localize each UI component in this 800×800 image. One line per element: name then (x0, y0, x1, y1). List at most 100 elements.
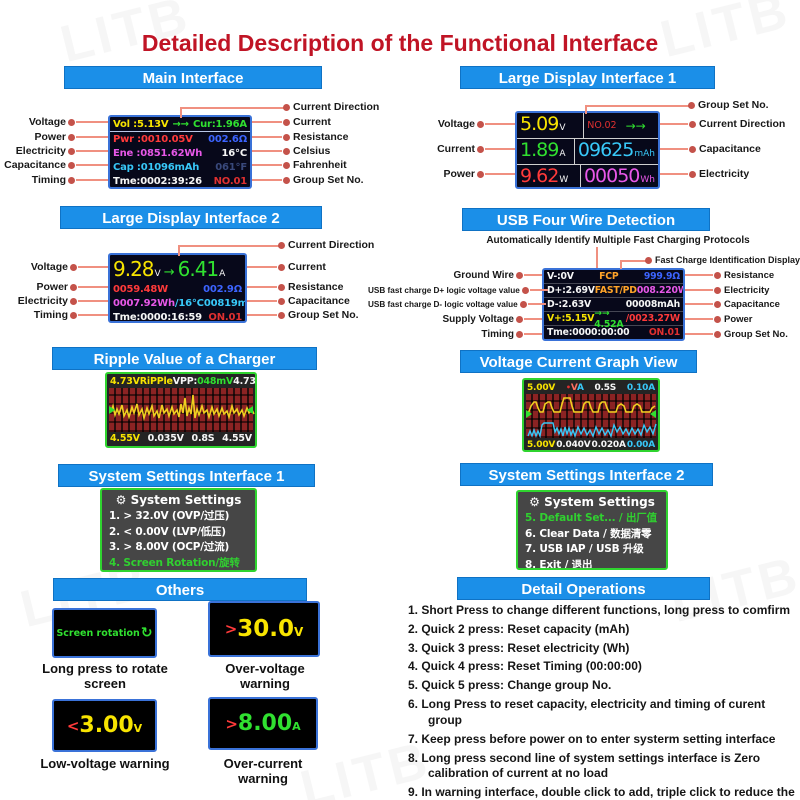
voltage-value: Vol :5.13V (113, 118, 169, 130)
callout-capacitance: Capacitance (247, 294, 398, 308)
electricity-value: 008.220Wh (636, 285, 683, 296)
large-display-2-screen: 9.28 V → 6.41 A 0059.48W 002.9Ω 0007.92Wh/… (108, 253, 247, 323)
callout-power: Power (685, 312, 800, 326)
ripple-screen: 4.73V RiPPle VPP:048mV 4.73V 4.55V 0.035… (105, 372, 257, 448)
vpp-value: 048mV (197, 376, 234, 387)
low-voltage-screen: < 3.00 V (52, 699, 157, 752)
fast-charge-mode: FAST/PD (594, 285, 637, 296)
voltage-scale: 5.00V (527, 382, 556, 393)
timing-value: Tme:0000:00:00 (547, 327, 630, 338)
rotate-icon: ↻ (140, 625, 153, 641)
callout-voltage: Voltage (0, 115, 108, 129)
section-header-others: Others (53, 578, 307, 601)
group-number: ON.01 (648, 327, 680, 338)
operation-item: 6. Long Press to reset capacity, electri… (408, 697, 766, 727)
screen-row: D-:2.63V 00008mAh (544, 298, 683, 312)
section-header-usb-detection: USB Four Wire Detection (462, 208, 710, 231)
fahrenheit-value: 061°F (215, 161, 247, 173)
settings-item-selected: 4. Screen Rotation/旋转 (109, 556, 240, 569)
supply-voltage: V+:5.15V (547, 313, 595, 324)
ripple-waveform (110, 394, 255, 422)
ground-wire-value: V-:0V (547, 271, 574, 282)
vpp-label: VPP: (172, 376, 198, 387)
settings-item-selected: 5. Default Set... / 出厂值 (525, 512, 657, 524)
timing-value: Tme:0002:39:26 (113, 175, 202, 187)
callout-current: Current (252, 115, 398, 129)
screen-row: 0007.92Wh/16°C 00819mAh (110, 296, 245, 310)
section-header-large-display-2: Large Display Interface 2 (60, 206, 322, 229)
power-value: Pwr :0010.05V (113, 133, 193, 145)
low-voltage-sign: < (66, 716, 80, 735)
screen-row: Tme:0002:39:26 NO.01 (110, 174, 250, 187)
callout-capacitance: Capacitance (660, 142, 800, 156)
dminus-voltage: D-:2.63V (547, 299, 591, 310)
usb-detection-screen: V-:0V FCP 999.9Ω D+:2.69V FAST/PD 008.22… (542, 268, 685, 341)
electricity-value: Ene :0851.62Wh (113, 147, 203, 159)
callout-dplus: USB fast charge D+ logic voltage value (368, 283, 548, 297)
low-voltage-unit: V (133, 722, 143, 735)
over-current-screen: > 8.00 A (208, 697, 318, 750)
callout-capacitance: Capacitance (0, 158, 108, 172)
screen-row: 1.89 A 09625 mAh (517, 139, 658, 165)
timebase: 0.8S (191, 433, 215, 444)
operation-item: 2. Quick 2 press: Reset capacity (mAh) (408, 621, 630, 636)
screen-rotation-screen: Screen rotation ↻ (52, 608, 157, 658)
callout-elbow-line (180, 107, 286, 118)
callout-group-set-no: Group Set No. (685, 327, 800, 341)
operations-list: 1. Short Press to change different funct… (408, 603, 798, 800)
resistance-value: 002.9Ω (203, 283, 242, 295)
callout-dot (68, 118, 75, 126)
section-header-main-interface: Main Interface (64, 66, 322, 89)
resistance-value: 999.9Ω (643, 271, 680, 282)
operation-item: 8. Long press second line of system sett… (408, 750, 761, 781)
fast-charge-protocol: FCP (599, 271, 619, 282)
voltage-value: 5.09 (520, 113, 559, 135)
callout-electricity: Electricity (660, 167, 800, 181)
left-marker-icon (109, 406, 115, 414)
timing-value: Tme:0000:16:59 (113, 311, 202, 323)
v-legend: V (570, 382, 577, 393)
callout-current-direction: Current Direction (282, 100, 379, 114)
rotation-text: Screen rotation (56, 627, 140, 639)
group-number: NO.02 (587, 120, 617, 131)
over-voltage-unit: V (294, 625, 304, 639)
screen-row: 4.55V 0.035V 0.8S 4.55V (109, 432, 253, 445)
screen-row: 9.62 W 00050 Wh (517, 165, 658, 187)
settings-item: 6. Clear Data / 数据清零 (525, 527, 652, 540)
power-value: 9.62 (520, 165, 559, 187)
over-current-caption: Over-current warning (223, 756, 303, 786)
usb-subtitle: Automatically Identify Multiple Fast Cha… (486, 235, 750, 246)
low-voltage-value: 3.00 (79, 713, 134, 738)
callout-line (76, 121, 108, 123)
capacity-value: 00819mAh (203, 297, 247, 309)
ripple-waveform-area (109, 388, 255, 432)
settings-item: 3. > 8.00V (OCP/过流) (109, 541, 230, 553)
current-div: 0.020A (591, 439, 626, 450)
callout-resistance: Resistance (247, 280, 398, 294)
operation-item: 5. Quick 5 press: Change group No. (408, 678, 612, 693)
screen-row: Tme:0000:16:59 ON.01 (110, 310, 245, 323)
callout-celsius: Celsius (252, 144, 398, 158)
over-current-sign: > (225, 714, 238, 733)
callout-group-set-no: Group Set No. (687, 98, 769, 112)
voltage-unit: V (559, 123, 566, 133)
screen-row: Tme:0000:00:00 ON.01 (544, 326, 683, 339)
over-voltage-sign: > (224, 620, 238, 638)
current-value: 6.41 (177, 257, 220, 281)
current-scale: 0.10A (626, 382, 655, 393)
current-value: →→ 4.52A (594, 307, 624, 330)
power-value: /0023.27W (625, 313, 680, 324)
gear-icon: ⚙ (115, 493, 127, 507)
voltage-value: 9.28 (113, 257, 155, 281)
voltage-scale-bottom: 5.00V (527, 439, 556, 450)
settings-title: ⚙ System Settings (115, 493, 242, 507)
capacity-unit: mAh (634, 149, 655, 159)
large-display-2-diagram: 9.28 V → 6.41 A 0059.48W 002.9Ω 0007.92Wh/… (0, 232, 398, 342)
gear-icon: ⚙ (529, 495, 540, 509)
capacity-value: 09625 (577, 139, 634, 161)
timebase: 0.5S (594, 382, 617, 393)
callout-elbow-line (620, 260, 648, 269)
screen-row: V-:0V FCP 999.9Ω (544, 270, 683, 284)
section-header-large-display-1: Large Display Interface 1 (460, 66, 715, 89)
